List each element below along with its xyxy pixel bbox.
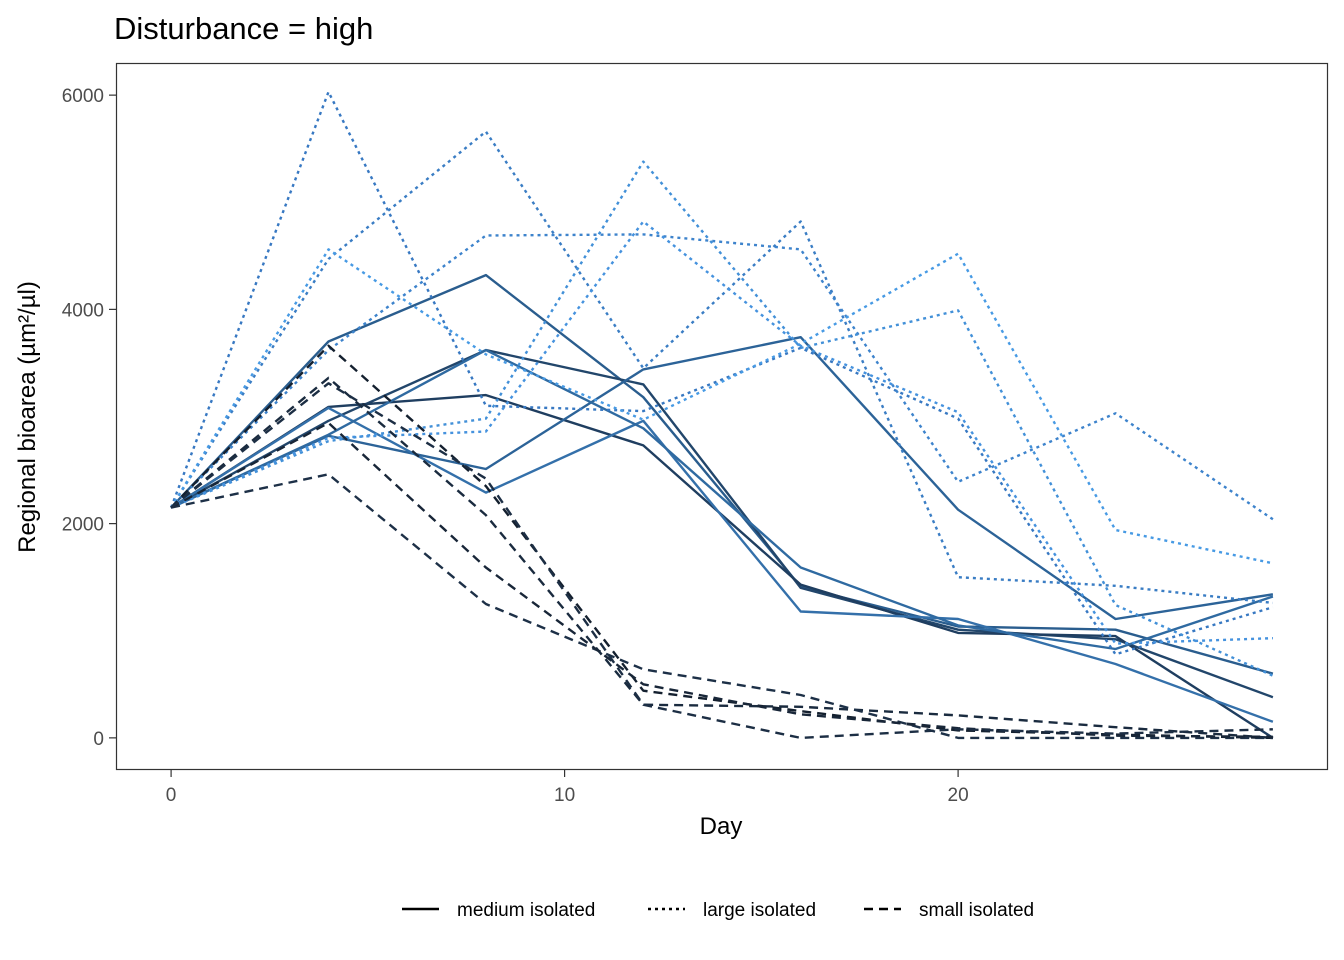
series-layer bbox=[169, 90, 1274, 740]
y-tick-label: 6000 bbox=[62, 86, 104, 107]
y-tick-label: 4000 bbox=[62, 300, 104, 321]
series-line-2 bbox=[170, 348, 1274, 699]
series-line-11 bbox=[170, 160, 1274, 677]
series-line-6 bbox=[170, 348, 1274, 651]
x-tick-label: 10 bbox=[554, 785, 575, 806]
plot-panel-border bbox=[115, 62, 1329, 771]
series-line-4 bbox=[170, 336, 1274, 621]
legend-label: medium isolated bbox=[457, 900, 595, 921]
legend-label: small isolated bbox=[919, 900, 1034, 921]
series-line-16 bbox=[170, 421, 1273, 738]
series-line-10 bbox=[170, 248, 1274, 565]
series-line-12 bbox=[170, 220, 1273, 645]
series-line-7 bbox=[169, 90, 1274, 656]
chart-title: Disturbance = high bbox=[114, 11, 373, 46]
series-line-5 bbox=[170, 406, 1274, 723]
series-line-17 bbox=[170, 382, 1273, 740]
series-line-13 bbox=[170, 344, 1273, 740]
y-tick-label: 2000 bbox=[62, 515, 104, 536]
axes: 0 10 20 0 2000 4000 6000 bbox=[62, 86, 969, 806]
y-axis-title: Regional bioarea (µm²/µl) bbox=[14, 281, 41, 553]
series-line-3 bbox=[170, 393, 1274, 739]
series-line-1 bbox=[170, 273, 1274, 675]
series-line-14 bbox=[170, 376, 1273, 740]
x-tick-label: 20 bbox=[948, 785, 969, 806]
series-line-9 bbox=[170, 233, 1274, 521]
x-tick-label: 0 bbox=[166, 785, 177, 806]
legend: medium isolated large isolated small isola… bbox=[402, 900, 1034, 921]
y-tick-label: 0 bbox=[93, 729, 104, 750]
series-line-8 bbox=[170, 130, 1274, 605]
x-axis-title: Day bbox=[700, 813, 743, 840]
legend-label: large isolated bbox=[703, 900, 816, 921]
